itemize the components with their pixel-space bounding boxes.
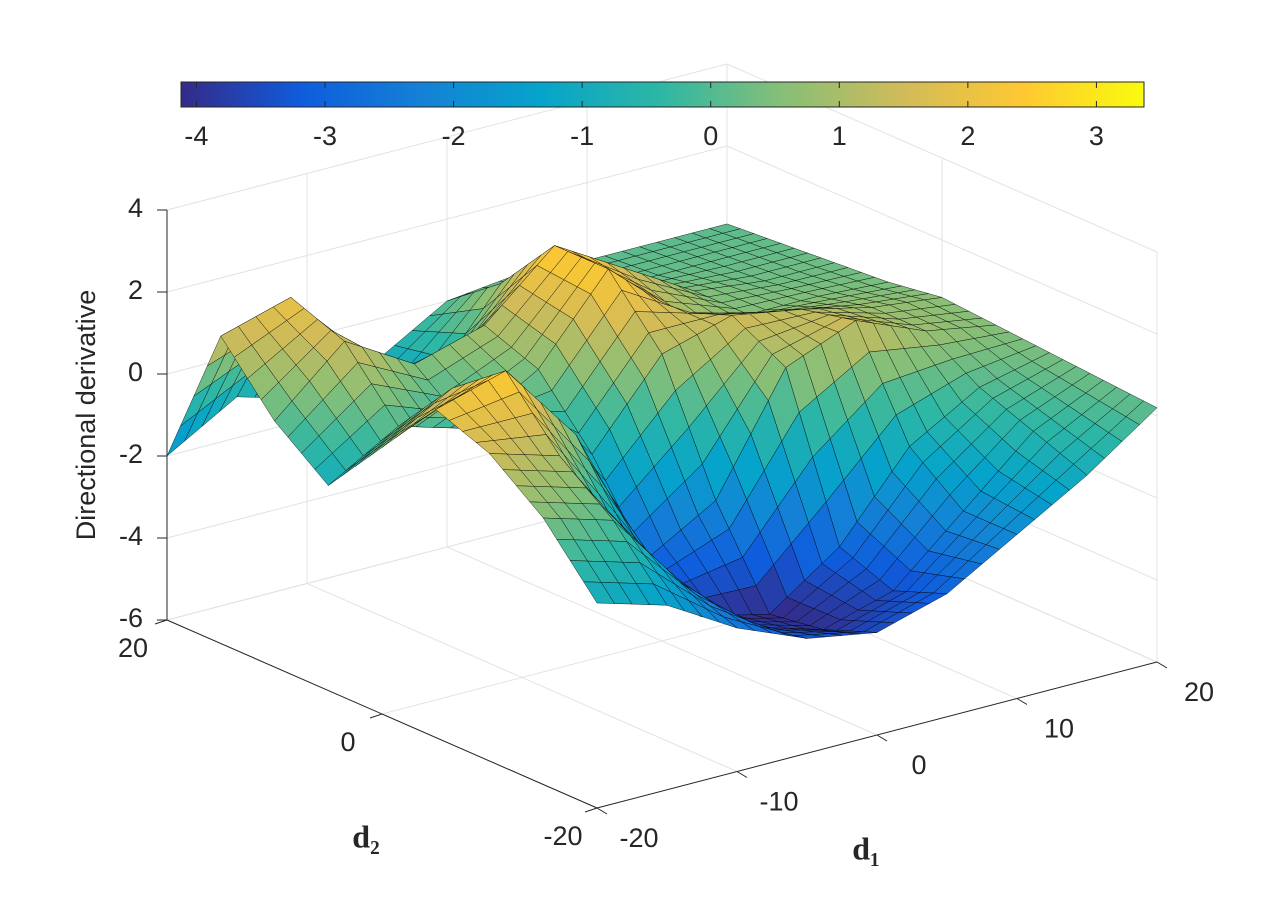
y-tick-label: 0 xyxy=(340,727,355,757)
x-axis-title: d₁ xyxy=(852,830,879,866)
x-tick-label: 0 xyxy=(911,750,926,780)
x-tick-label: 20 xyxy=(1184,677,1214,707)
x-tick-label: -20 xyxy=(619,823,658,853)
z-tick-label: 4 xyxy=(128,193,143,223)
tick-mark xyxy=(1156,661,1168,669)
tick-mark xyxy=(736,771,748,778)
tick-mark xyxy=(596,807,608,815)
z-axis-title: Directional derivative xyxy=(71,290,101,541)
colorbar-tick-label: 0 xyxy=(703,121,718,151)
x-tick-label: 10 xyxy=(1044,714,1074,744)
colorbar-tick-label: 1 xyxy=(832,121,847,151)
tick-mark xyxy=(369,713,383,719)
colorbar-tick-label: -4 xyxy=(184,121,208,151)
colorbar-tick-label: -2 xyxy=(442,121,466,151)
colorbar-tick-label: -1 xyxy=(570,121,594,151)
tick-mark xyxy=(876,734,888,742)
grid-line xyxy=(726,145,1158,335)
y-axis-title: d₂ xyxy=(352,818,379,854)
colorbar-tick-label: 3 xyxy=(1089,121,1104,151)
tick-mark xyxy=(154,619,168,625)
y-tick-label: 20 xyxy=(118,633,148,663)
colorbar-tick-label: 2 xyxy=(960,121,975,151)
surface xyxy=(166,223,1158,639)
z-tick-label: 0 xyxy=(128,357,143,387)
colorbar-tick-label: -3 xyxy=(313,121,337,151)
tick-mark xyxy=(584,807,598,813)
z-tick-label: -4 xyxy=(119,521,143,551)
surface-face xyxy=(583,581,615,604)
y-tick-label: -20 xyxy=(543,821,582,851)
grid-line xyxy=(166,145,728,293)
x-tick-label: -10 xyxy=(759,787,798,817)
tick-mark xyxy=(1016,698,1028,705)
z-tick-label: -6 xyxy=(119,603,143,633)
z-tick-label: 2 xyxy=(128,275,143,305)
colorbar xyxy=(180,81,1145,108)
z-tick-label: -2 xyxy=(119,439,143,469)
